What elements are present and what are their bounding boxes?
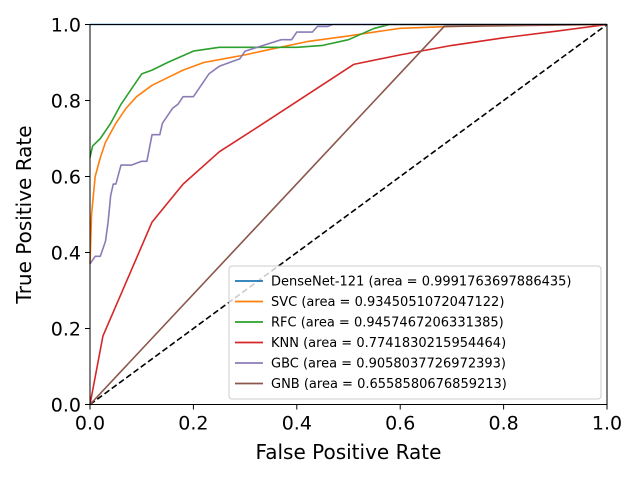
y-tick-label: 1.0 xyxy=(51,15,81,37)
legend-label-0: DenseNet-121 (area = 0.9991763697886435) xyxy=(271,275,572,290)
y-tick-label: 0.6 xyxy=(51,167,81,189)
legend-label-5: GNB (area = 0.6558580676859213) xyxy=(271,377,507,392)
x-tick-label: 0.4 xyxy=(282,413,312,435)
x-tick-label: 0.0 xyxy=(75,413,105,435)
x-tick-label: 0.2 xyxy=(178,413,208,435)
legend-box xyxy=(228,265,602,400)
x-tick-label: 1.0 xyxy=(592,413,622,435)
y-tick-label: 0.0 xyxy=(51,395,81,417)
series-line-3 xyxy=(89,23,608,405)
x-tick-label: 0.8 xyxy=(488,413,518,435)
legend-label-3: KNN (area = 0.7741830215954464) xyxy=(271,336,506,351)
series-line-2 xyxy=(89,23,607,158)
diagonal-reference-line xyxy=(89,23,608,406)
series-line-5 xyxy=(89,23,608,406)
y-tick-label: 0.4 xyxy=(51,243,81,265)
x-tick-label: 0.6 xyxy=(385,413,415,435)
ticks-layer: 0.0 0.2 0.4 0.6 0.8 1.0 0.0 0.2 0.4 0.6 0.8 1.0 xyxy=(51,15,622,435)
legend: DenseNet-121 (area = 0.9991763697886435)… xyxy=(228,265,602,400)
legend-label-2: RFC (area = 0.9457467206331385) xyxy=(271,316,504,331)
legend-label-1: SVC (area = 0.9345051072047122) xyxy=(271,295,504,310)
y-axis-label: True Positive Rate xyxy=(12,125,36,304)
y-tick-label: 0.8 xyxy=(51,91,81,113)
x-axis-label: False Positive Rate xyxy=(256,440,442,464)
y-tick-label: 0.2 xyxy=(51,319,81,341)
plot-frame xyxy=(89,24,608,405)
legend-label-4: GBC (area = 0.9058037726972393) xyxy=(271,357,506,372)
series-line-4 xyxy=(89,23,607,265)
series-line-1 xyxy=(89,23,608,264)
